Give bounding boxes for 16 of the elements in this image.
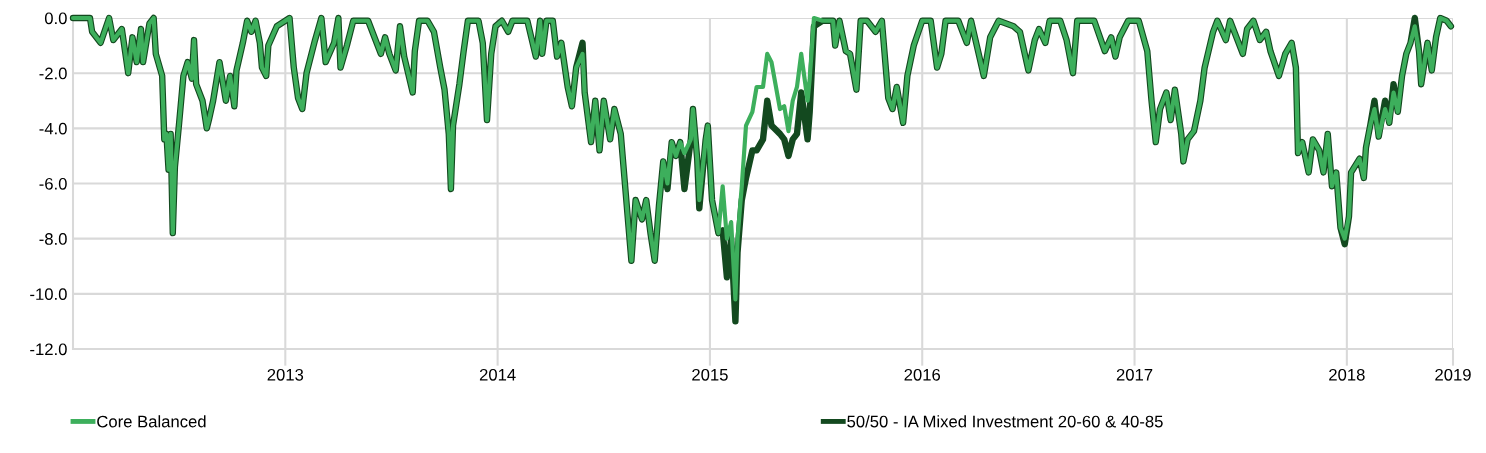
legend-label: 50/50 - IA Mixed Investment 20-60 & 40-85 <box>847 415 1163 428</box>
y-tick-label: -10.0 <box>30 288 67 301</box>
x-tick-label: 2018 <box>1329 368 1365 381</box>
y-tick-label: -2.0 <box>39 67 67 80</box>
x-tick-label: 2016 <box>904 368 941 381</box>
y-tick-label: -6.0 <box>39 177 67 190</box>
y-tick-label: 0.0 <box>44 12 67 25</box>
x-tick-label: 2014 <box>479 368 516 381</box>
y-tick-label: -8.0 <box>39 233 67 245</box>
x-tick-label: 2015 <box>692 368 728 381</box>
x-tick-label: 2013 <box>267 368 304 381</box>
y-tick-label: -4.0 <box>39 122 67 135</box>
x-tick-label: 2017 <box>1116 368 1153 381</box>
legend-label: Core Balanced <box>97 415 206 428</box>
y-tick-label: -12.0 <box>30 343 67 356</box>
x-tick-label: 2019 <box>1435 368 1471 381</box>
